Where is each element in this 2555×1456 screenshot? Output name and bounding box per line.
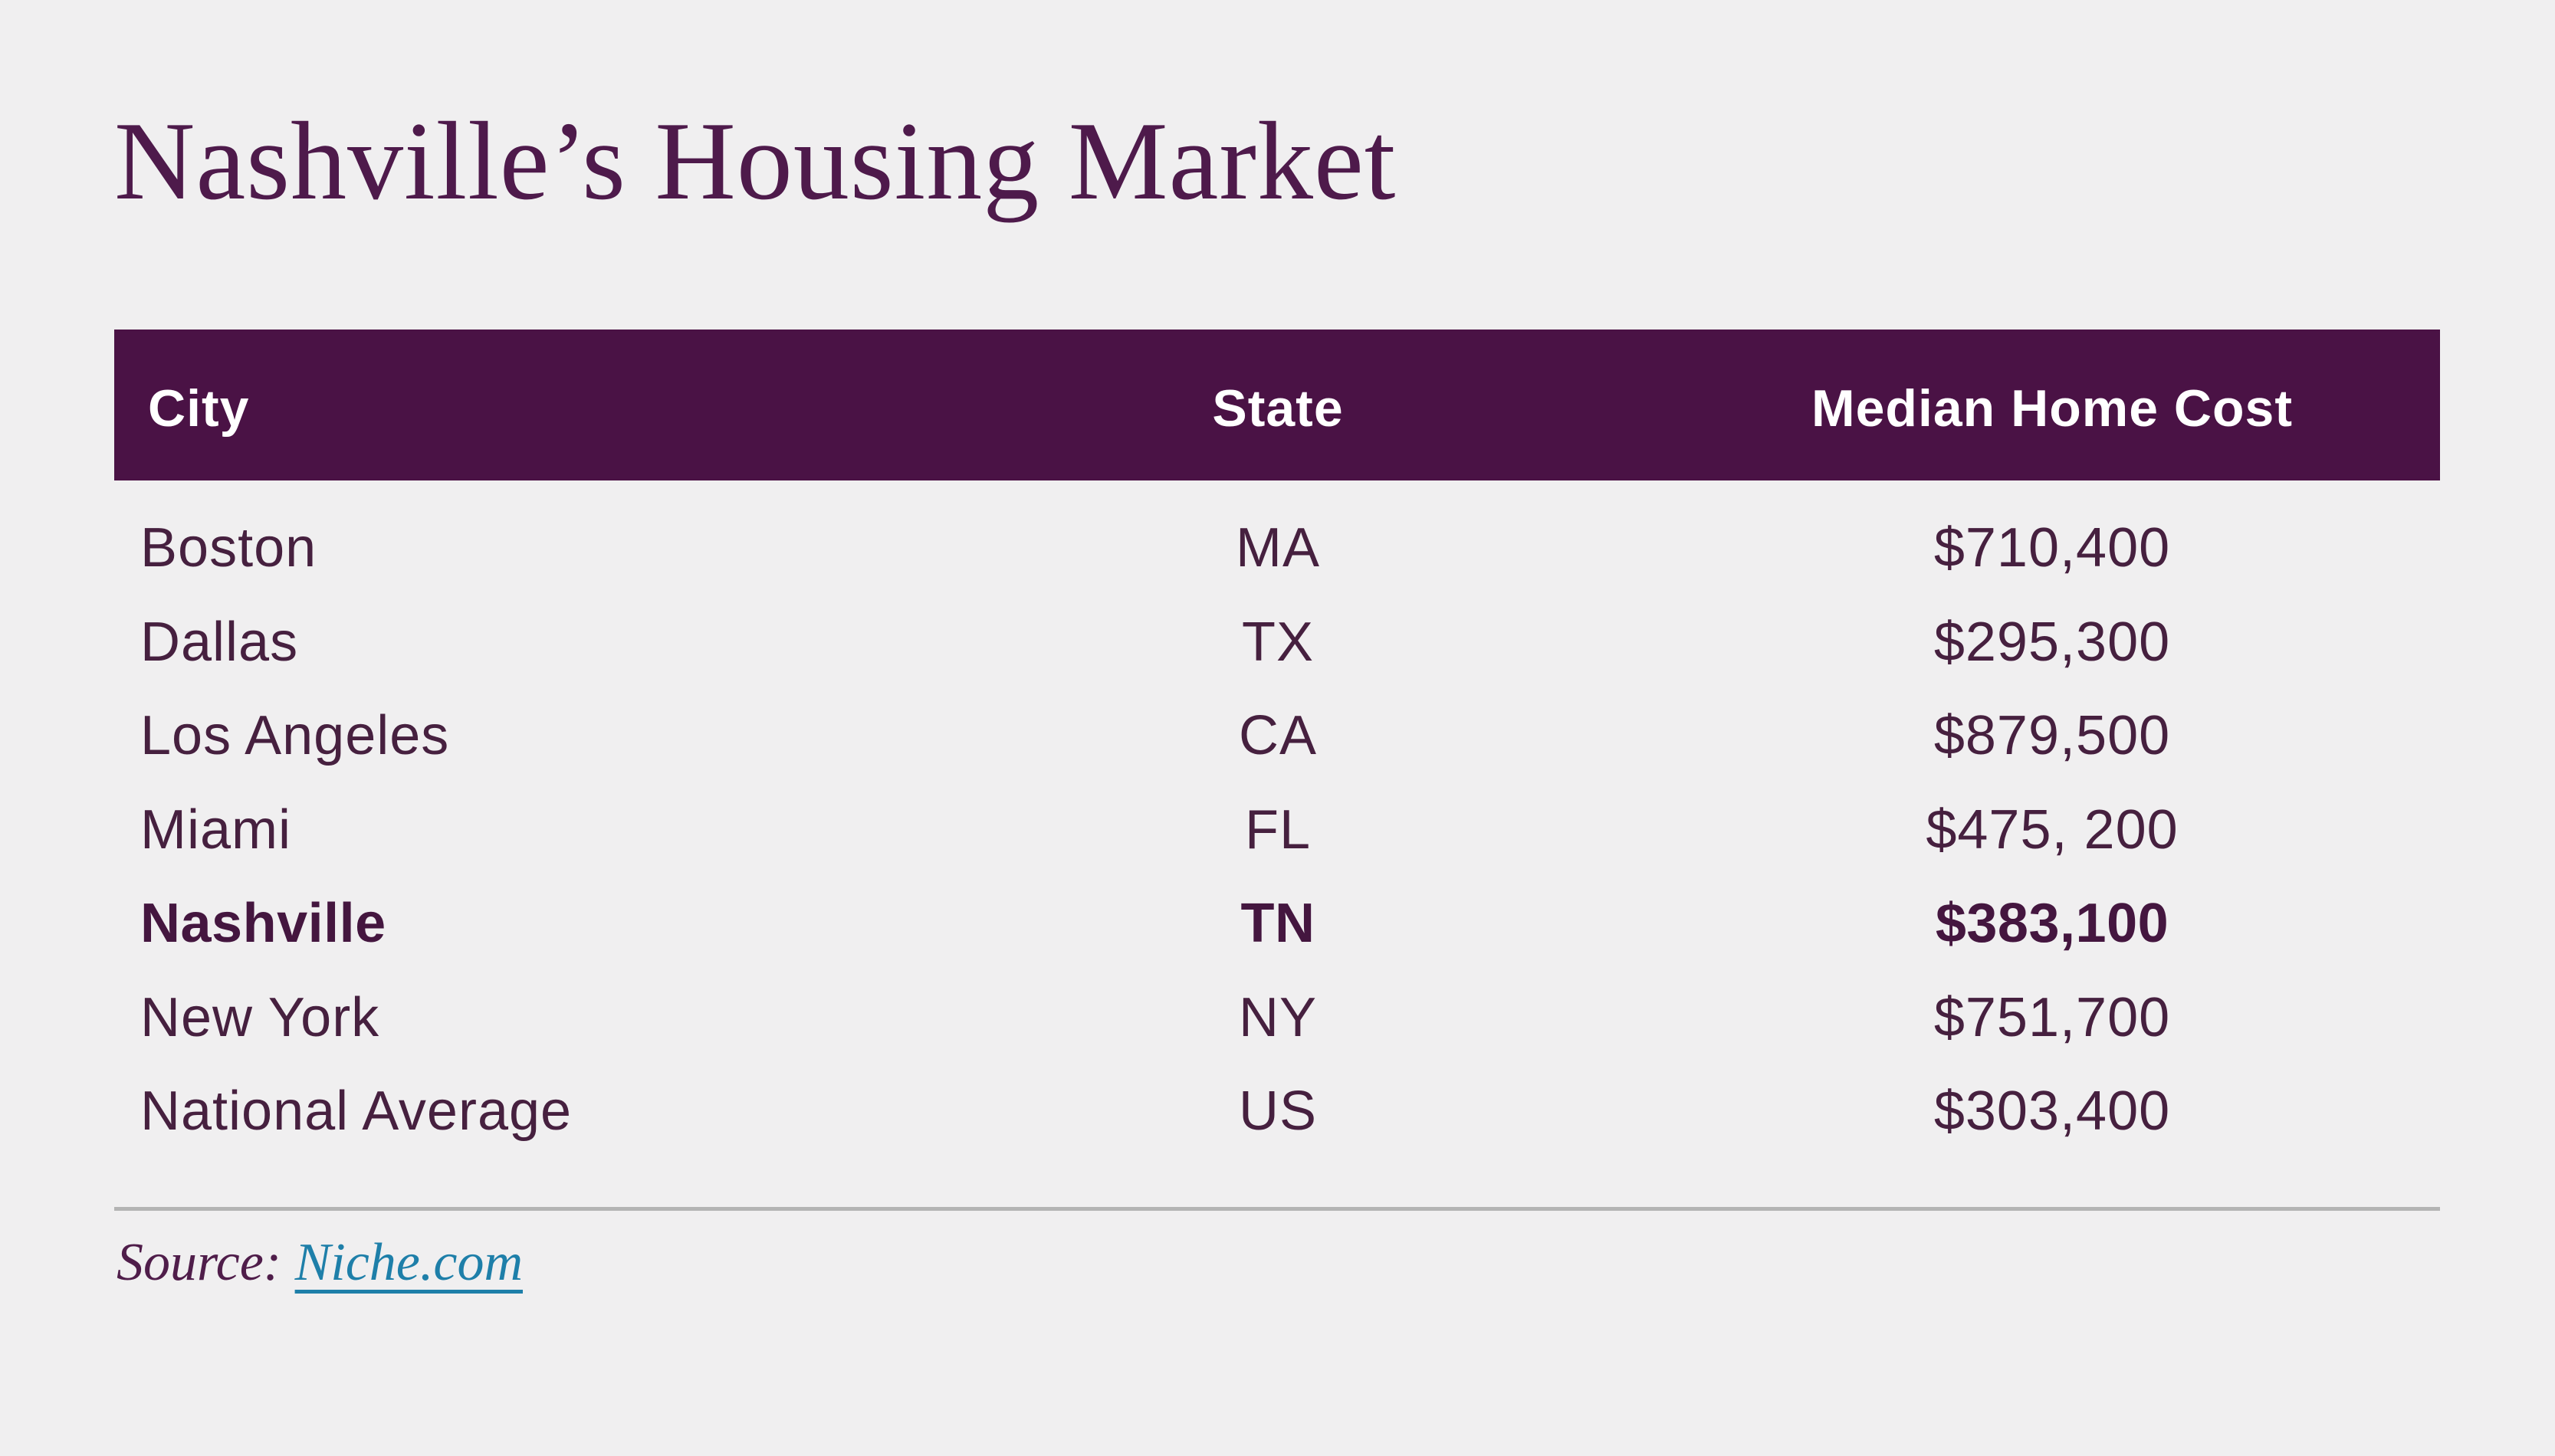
cell-state: FL — [1244, 799, 1312, 861]
cell-median-home-cost: $295,300 — [1933, 611, 2171, 673]
table-row: New York NY $751,700 — [114, 971, 2440, 1065]
table-header-row: City State Median Home Cost — [114, 330, 2440, 480]
table-row: Miami FL $475, 200 — [114, 783, 2440, 877]
table-row: Dallas TX $295,300 — [114, 595, 2440, 690]
source-label: Source: — [117, 1233, 282, 1292]
cell-city: New York — [140, 986, 380, 1048]
table-row: National Average US $303,400 — [114, 1064, 2440, 1159]
cell-state: CA — [1238, 705, 1318, 767]
cell-median-home-cost: $383,100 — [1935, 893, 2169, 955]
source-line: Source: Niche.com — [117, 1231, 523, 1295]
column-header-state: State — [1212, 379, 1344, 438]
cell-median-home-cost: $879,500 — [1933, 705, 2171, 767]
cell-state: TX — [1241, 611, 1314, 673]
divider-line — [114, 1207, 2440, 1211]
page-title: Nashville’s Housing Market — [114, 99, 1397, 223]
column-header-city: City — [148, 379, 250, 438]
cell-city: Los Angeles — [140, 705, 450, 767]
table-row: Los Angeles CA $879,500 — [114, 689, 2440, 783]
cell-median-home-cost: $751,700 — [1933, 986, 2171, 1048]
column-header-median-home-cost: Median Home Cost — [1811, 379, 2294, 438]
cell-median-home-cost: $475, 200 — [1926, 799, 2179, 861]
cell-city: Miami — [140, 799, 291, 861]
table-body: Boston MA $710,400 Dallas TX $295,300 Los Ange… — [114, 501, 2440, 1159]
cell-median-home-cost: $710,400 — [1933, 517, 2171, 579]
cell-city: Dallas — [140, 611, 299, 673]
cell-city: Boston — [140, 517, 317, 579]
cell-city: National Average — [140, 1081, 573, 1143]
cell-median-home-cost: $303,400 — [1933, 1081, 2171, 1143]
cell-state: NY — [1238, 986, 1318, 1048]
cell-state: MA — [1236, 517, 1320, 579]
source-link[interactable]: Niche.com — [294, 1233, 523, 1292]
cell-state: TN — [1240, 893, 1315, 955]
cell-city: Nashville — [140, 893, 386, 955]
cell-state: US — [1238, 1081, 1318, 1143]
table-row: Boston MA $710,400 — [114, 501, 2440, 595]
table-row: Nashville TN $383,100 — [114, 877, 2440, 971]
